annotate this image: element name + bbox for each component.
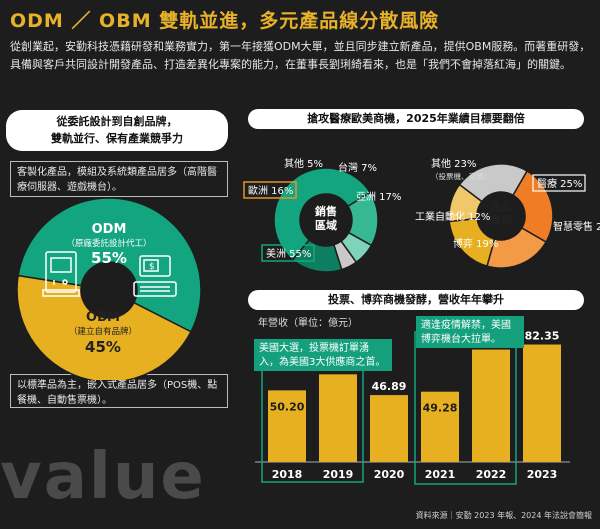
region-donut-chart: 銷售 區域 其他 5% 台灣 7% 亞洲 17% 歐洲 16% 美洲 55%	[243, 157, 401, 273]
region-label-other: 其他 5%	[284, 157, 323, 170]
region-europe-box	[243, 181, 297, 199]
donut2-slices	[273, 167, 379, 273]
source-note: 資料來源｜安勤 2023 年報、2024 年法說會簡報	[415, 511, 592, 520]
arcade-machine-icon	[42, 251, 80, 297]
obm-sub-label: （建立自有品牌）	[69, 326, 137, 337]
odm-obm-donut-chart: $ ODM （原廠委託設計代工） 55% OBM （建立自有品牌） 45%	[16, 197, 202, 380]
left-heading-line1: 從委託設計到自創品牌，	[56, 115, 178, 128]
application-center-line2: 應用	[490, 213, 512, 227]
application-label-retail: 智慧零售 21%	[553, 220, 600, 233]
region-label-taiwan: 台灣 7%	[338, 161, 377, 174]
odm-value: 55%	[91, 249, 127, 267]
bar-2019	[319, 374, 357, 462]
region-label-americas: 美洲 55%	[266, 247, 311, 260]
bar-2020	[370, 395, 408, 462]
region-slice-americas	[273, 167, 372, 261]
bar-category-2018: 2018	[272, 468, 303, 481]
odm-label: ODM	[92, 222, 127, 237]
application-label-other: 其他 23%	[431, 157, 476, 170]
region-center-line2: 區域	[315, 218, 337, 232]
bar-chart-ylabel: 年營收（單位：億元）	[258, 316, 358, 329]
value-watermark: value	[0, 440, 206, 514]
bar-2018	[268, 390, 306, 462]
intro-paragraph: 從創業起，安勤科技憑藉研發和業務實力，第一年接獲ODM大單，並且同步建立新產品，…	[10, 40, 591, 71]
bar-category-2020: 2020	[374, 468, 405, 481]
bar-2022	[472, 349, 510, 462]
application-label-gaming: 博弈 19%	[453, 237, 498, 250]
region-slice-europe	[291, 238, 343, 273]
bar-value-2023: 82.35	[525, 330, 560, 343]
odm-slice	[17, 197, 202, 333]
right-section-heading: 搶攻醫療歐美商機，2025年業績目標要翻倍	[248, 109, 584, 129]
region-label-asia: 亞洲 17%	[356, 191, 401, 203]
left-section-heading: 從委託設計到自創品牌， 雙軌並行、保有產業競爭力	[6, 110, 228, 151]
bar-2021	[421, 391, 459, 462]
application-donut-chart: 產品 應用 其他 23% （投票機、交通） 醫療 25% 智慧零售 21% 博弈…	[415, 157, 600, 269]
region-label-europe: 歐洲 16%	[248, 184, 293, 197]
bar-value-2020: 46.89	[372, 380, 407, 393]
application-label-medical: 醫療 25%	[537, 177, 582, 190]
pos-terminal-icon: $	[133, 255, 177, 297]
obm-slice	[16, 274, 192, 380]
region-center-line1: 銷售	[315, 204, 337, 218]
bar-category-2022: 2022	[476, 468, 507, 481]
bar-value-2021: 49.28	[423, 402, 458, 415]
application-center-line1: 產品	[489, 199, 512, 213]
left-heading-line2: 雙軌並行、保有產業競爭力	[51, 132, 183, 145]
page-title: ODM ／ OBM 雙軌並進，多元產品線分散風險	[10, 10, 440, 32]
bar-category-2019: 2019	[323, 468, 354, 481]
application-medical-box	[532, 174, 586, 192]
bar-category-2023: 2023	[527, 468, 558, 481]
obm-value: 45%	[85, 338, 121, 356]
application-other-note: （投票機、交通）	[431, 171, 491, 181]
donut3-slices	[448, 163, 554, 269]
application-label-automation: 工業自動化 12%	[415, 210, 490, 223]
bar-2023	[523, 344, 561, 462]
odm-note: 客製化產品，模組及系統類產品居多（高階醫療伺服器、遊戲機台）。	[10, 161, 228, 197]
svg-text:$: $	[149, 262, 155, 272]
donut1-slices	[16, 197, 202, 380]
odm-sub-label: （原廠委託設計代工）	[66, 238, 151, 249]
bar-section-heading: 投票、博弈商機發酵，營收年年攀升	[248, 290, 584, 310]
note-2018-election: 美國大選，投票機訂單湧入，為美國3大供應商之首。	[254, 339, 392, 371]
region-americas-box	[261, 244, 315, 262]
bar-category-2021: 2021	[425, 468, 456, 481]
obm-label: OBM	[86, 310, 120, 325]
bar-value-2018: 50.20	[270, 400, 305, 413]
note-2021-gaming: 適逢疫情解禁，美國博弈機台大拉單。	[416, 316, 524, 348]
application-slice-other	[458, 163, 529, 203]
